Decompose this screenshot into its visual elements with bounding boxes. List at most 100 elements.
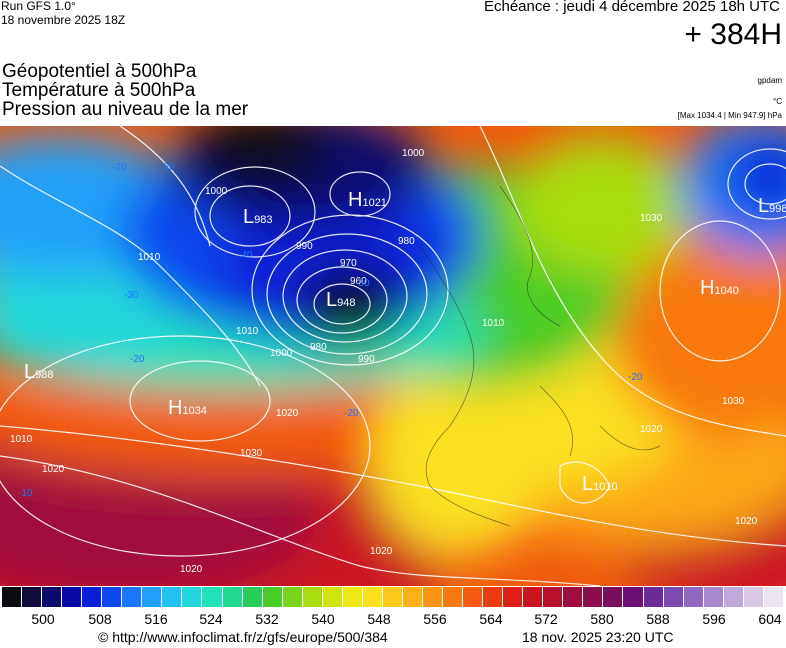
color-scale-cell — [142, 587, 163, 607]
color-scale — [2, 587, 784, 607]
isobar-label: 980 — [398, 236, 415, 247]
color-scale-cell — [382, 587, 403, 607]
isobar-label: 1020 — [735, 516, 758, 527]
isobar-label: 1010 — [10, 434, 33, 445]
isobar-label: 1030 — [240, 448, 263, 459]
color-scale-label: 500 — [31, 611, 55, 627]
color-scale-cell — [563, 587, 584, 607]
color-scale-cell — [543, 587, 564, 607]
pressure-range: [Max 1034.4 | Min 947.9] hPa — [677, 111, 782, 120]
pressure-center-label: L948 — [326, 289, 355, 311]
isobar-label: 1010 — [138, 252, 161, 263]
color-scale-cell — [202, 587, 223, 607]
lead-time: + 384H — [684, 18, 782, 51]
unit-temperature: °C — [773, 97, 782, 106]
color-scale-cell — [703, 587, 724, 607]
color-scale-cell — [322, 587, 343, 607]
isobar-label: 990 — [296, 241, 313, 252]
color-scale-cell — [342, 587, 363, 607]
color-scale-cell — [122, 587, 143, 607]
color-scale-label: 516 — [144, 611, 168, 627]
color-scale-label: 580 — [590, 611, 614, 627]
isobar-label: 1030 — [722, 396, 745, 407]
isobar-label: 1020 — [42, 464, 65, 475]
color-scale-label: 508 — [88, 611, 112, 627]
copyright-link[interactable]: © http://www.infoclimat.fr/z/gfs/europe/… — [98, 629, 388, 645]
pressure-center-label: L1010 — [582, 473, 618, 495]
color-scale-cell — [583, 587, 604, 607]
color-scale-cell — [723, 587, 744, 607]
color-scale-label: 540 — [311, 611, 335, 627]
color-scale-cell — [463, 587, 484, 607]
color-scale-cell — [62, 587, 83, 607]
color-scale-cell — [222, 587, 243, 607]
color-scale-cell — [302, 587, 323, 607]
unit-geopotential: gpdam — [757, 76, 782, 85]
temperature-label: -30 — [355, 278, 370, 289]
color-scale-cell — [763, 587, 784, 607]
param-temperature: Température à 500hPa — [2, 80, 196, 101]
temperature-label: -40 — [238, 250, 253, 261]
color-scale-cell — [523, 587, 544, 607]
color-scale-cell — [242, 587, 263, 607]
isobar-label: 960 — [350, 276, 367, 287]
color-scale-label: 556 — [423, 611, 447, 627]
color-scale-cell — [623, 587, 644, 607]
color-scale-cell — [42, 587, 63, 607]
isobar-label: 970 — [340, 258, 357, 269]
run-label: Run GFS 1.0° — [1, 0, 76, 13]
color-scale-cell — [82, 587, 103, 607]
color-scale-cell — [162, 587, 183, 607]
isobar-label: 1000 — [205, 186, 228, 197]
temperature-label: -20 — [112, 162, 127, 173]
isobar-label: 1000 — [402, 148, 425, 159]
color-scale-cell — [603, 587, 624, 607]
color-scale-cell — [422, 587, 444, 607]
pressure-center-label: H1021 — [348, 189, 387, 211]
color-scale-label: 524 — [199, 611, 223, 627]
run-date: 18 novembre 2025 18Z — [1, 13, 126, 27]
isobar-label: 1010 — [236, 326, 259, 337]
color-scale-cell — [443, 587, 464, 607]
temperature-label: -20 — [130, 354, 145, 365]
temperature-label: -30 — [124, 290, 139, 301]
pressure-center-label: L983 — [243, 206, 272, 228]
color-scale-cell — [683, 587, 704, 607]
color-scale-cell — [22, 587, 43, 607]
pressure-center-label: H1034 — [168, 397, 207, 419]
color-scale-cell — [743, 587, 764, 607]
param-pressure: Pression au niveau de la mer — [2, 99, 249, 120]
temperature-label: -20 — [344, 408, 359, 419]
isobar-label: 1010 — [482, 318, 505, 329]
color-scale-cell — [362, 587, 383, 607]
temperature-label: -20 — [628, 372, 643, 383]
temperature-label: -30 — [160, 162, 175, 173]
color-scale-label: 588 — [646, 611, 670, 627]
echeance-label: Echéance : jeudi 4 décembre 2025 18h UTC — [483, 0, 780, 15]
color-scale-cell — [402, 587, 423, 607]
isobar-label: 990 — [358, 354, 375, 365]
weather-map[interactable]: L983 H1021 L948 H1034 H1040 L998 L988 L1… — [0, 126, 786, 586]
temperature-label: -10 — [18, 488, 33, 499]
color-scale-label: 604 — [758, 611, 782, 627]
isobar-label: 1020 — [180, 564, 203, 575]
color-scale-cell — [102, 587, 123, 607]
color-scale-cell — [483, 587, 504, 607]
color-scale-cell — [643, 587, 664, 607]
color-scale-cell — [182, 587, 203, 607]
color-scale-label: 532 — [255, 611, 279, 627]
generated-timestamp: 18 nov. 2025 23:20 UTC — [522, 629, 674, 645]
isobar-label: 980 — [310, 342, 327, 353]
isobar-label: 1020 — [370, 546, 393, 557]
color-scale-cell — [663, 587, 684, 607]
isobar-label: 1020 — [276, 408, 299, 419]
color-scale-cell — [282, 587, 303, 607]
color-scale-label: 596 — [702, 611, 726, 627]
isobar-label: 1030 — [640, 213, 663, 224]
pressure-center-label: L988 — [24, 361, 53, 383]
isobar-label: 1020 — [640, 424, 663, 435]
pressure-center-label: H1040 — [700, 277, 739, 299]
param-geopotential: Géopotentiel à 500hPa — [2, 61, 197, 82]
color-scale-cell — [262, 587, 283, 607]
pressure-center-label: L998 — [758, 195, 786, 217]
